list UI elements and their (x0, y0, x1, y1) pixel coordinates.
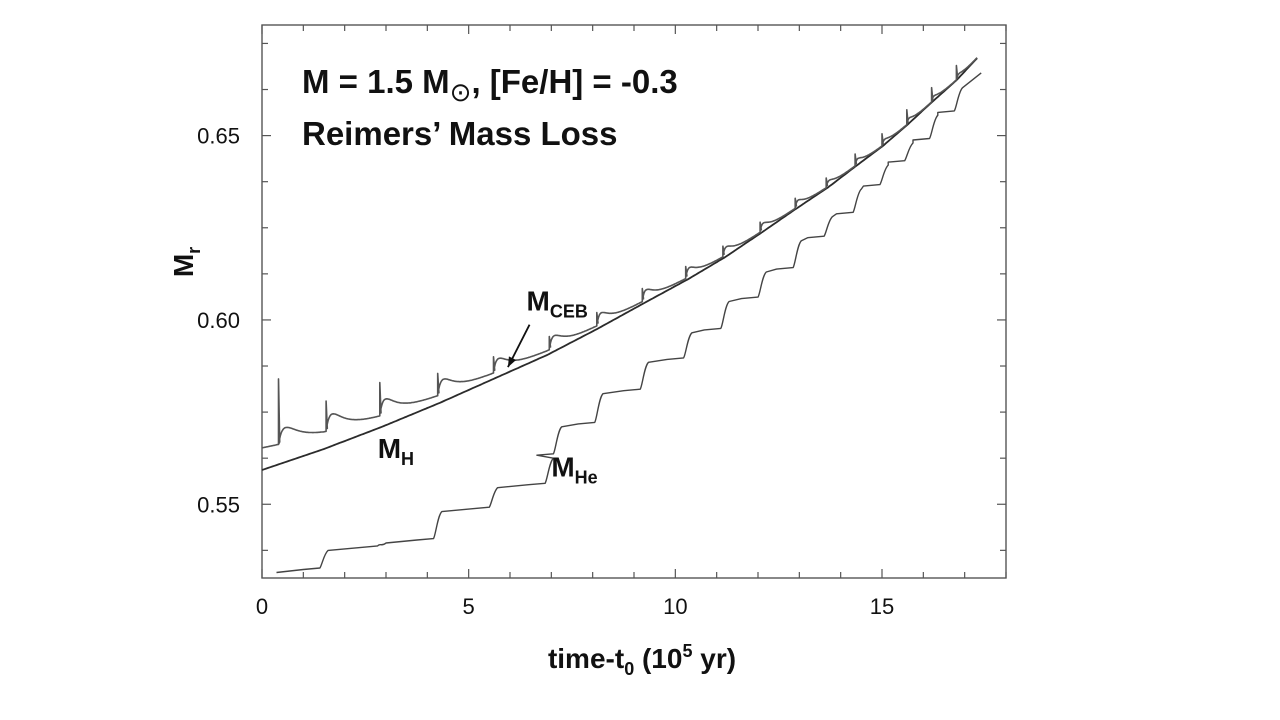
series-mh-line (261, 57, 978, 471)
x-tick-label: 15 (870, 594, 894, 619)
label-mh-sub: H (401, 449, 414, 469)
label-mh-main: M (378, 433, 401, 464)
label-mceb: MCEB (527, 286, 588, 322)
x-axis-title: time-t0 (105 yr) (548, 641, 736, 679)
label-mhe-main: M (551, 452, 574, 483)
chart-title-line2: Reimers’ Mass Loss (302, 115, 618, 152)
chart-title-line1: M = 1.5 M⊙, [Fe/H] = -0.3 (302, 63, 678, 107)
title-mass: M = 1.5 M (302, 63, 450, 100)
series-mhe-line (276, 72, 982, 574)
ylabel-main: M (168, 254, 199, 277)
tick-labels: 0 5 10 15 0.55 0.60 0.65 (197, 124, 894, 619)
x-tick-label: 0 (256, 594, 268, 619)
x-tick-label: 5 (463, 594, 475, 619)
xlabel-mid: (10 (634, 643, 682, 674)
xlabel-main: time-t (548, 643, 624, 674)
series-lines (261, 57, 982, 574)
label-mceb-main: M (527, 286, 550, 317)
title-metallicity: , [Fe/H] = -0.3 (471, 63, 677, 100)
y-tick-label: 0.65 (197, 124, 240, 149)
label-mhe: MHe (551, 452, 597, 488)
sun-symbol: ⊙ (450, 77, 472, 107)
label-mh: MH (378, 433, 414, 469)
xlabel-end: yr) (692, 643, 736, 674)
series-mceb-line (261, 57, 978, 449)
label-mhe-sub: He (575, 468, 598, 488)
xlabel-sup: 5 (682, 641, 692, 661)
ylabel-sub: r (184, 247, 204, 254)
y-axis-title: Mr (168, 247, 204, 277)
label-mceb-sub: CEB (550, 302, 588, 322)
y-tick-label: 0.60 (197, 308, 240, 333)
y-tick-label: 0.55 (197, 492, 240, 517)
plot-frame (261, 24, 1007, 579)
x-tick-label: 10 (663, 594, 687, 619)
mceb-arrow-head (507, 356, 517, 368)
axis-ticks (261, 25, 1007, 578)
xlabel-sub: 0 (624, 659, 634, 679)
